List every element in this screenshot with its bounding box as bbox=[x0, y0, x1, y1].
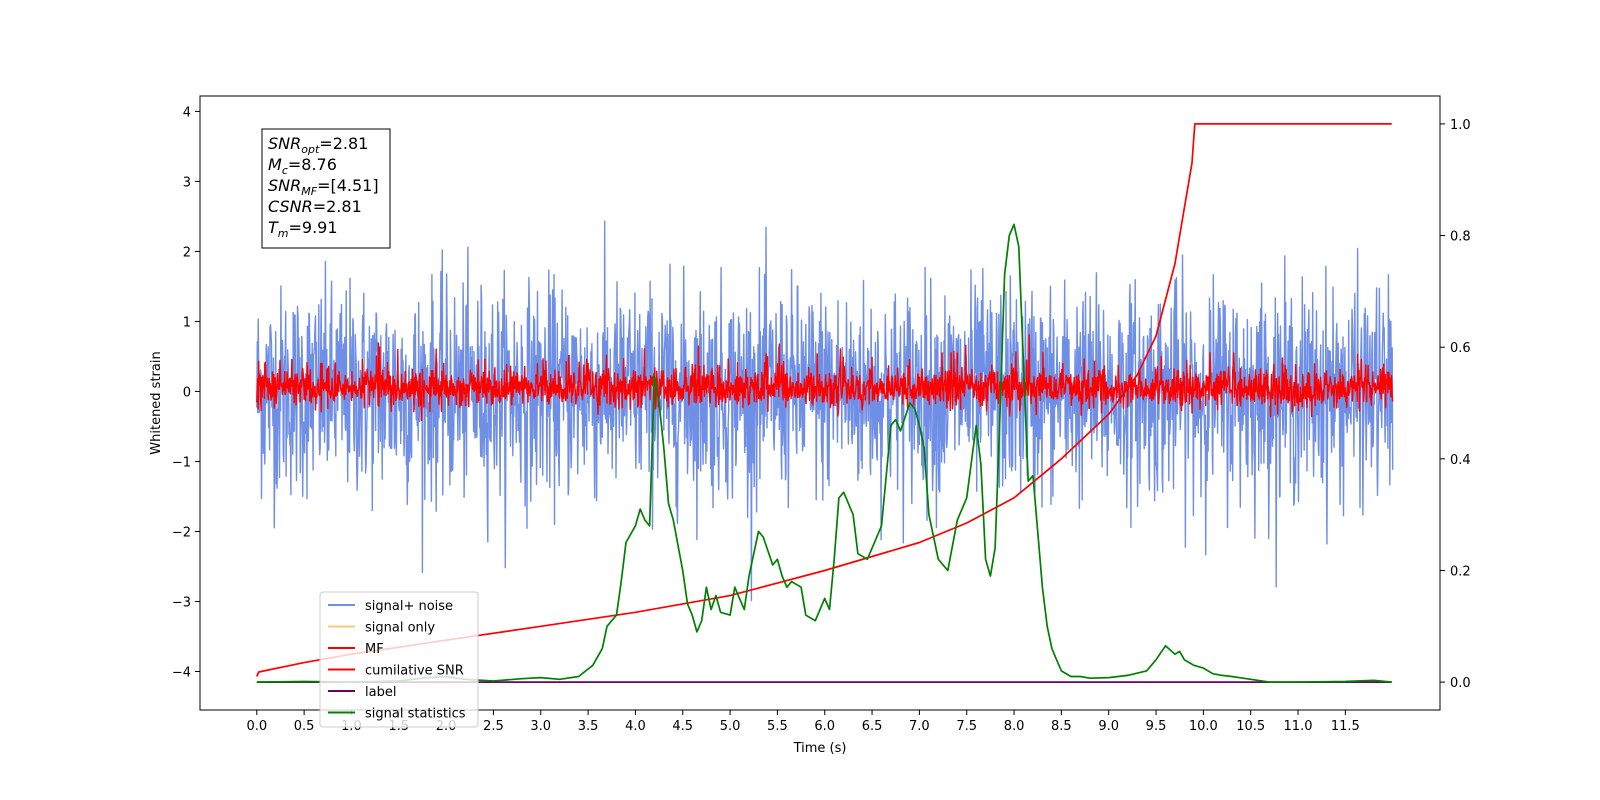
series-line-signal-statistics bbox=[256, 223, 1392, 683]
x-tick-label: 4.0 bbox=[625, 719, 646, 734]
x-tick-label: 10.5 bbox=[1236, 719, 1265, 734]
x-tick-label: 7.5 bbox=[956, 719, 977, 734]
y-tick-label: 0 bbox=[183, 385, 191, 400]
legend-label: signal only bbox=[365, 621, 435, 636]
x-tick-label: 8.5 bbox=[1051, 719, 1072, 734]
y2-tick-label: 0.2 bbox=[1450, 564, 1471, 579]
x-tick-label: 3.5 bbox=[578, 719, 599, 734]
y-tick-label: −1 bbox=[172, 455, 191, 470]
x-tick-label: 10.0 bbox=[1189, 719, 1218, 734]
y-axis-ticks: 4 3 2 1 0 −1 −2 −3 −4 bbox=[172, 105, 200, 680]
y-tick-label: 1 bbox=[183, 315, 191, 330]
series-line-signal-noise bbox=[256, 220, 1394, 602]
x-tick-label: 9.0 bbox=[1098, 719, 1119, 734]
x-tick-label: 6.0 bbox=[814, 719, 835, 734]
plot-frame bbox=[199, 95, 1441, 711]
y2-tick-label: 1.0 bbox=[1450, 118, 1471, 133]
x-tick-label: 9.5 bbox=[1146, 719, 1167, 734]
y-tick-label: 2 bbox=[183, 245, 191, 260]
legend-label: signal statistics bbox=[365, 707, 466, 722]
y2-tick-label: 0.4 bbox=[1450, 453, 1471, 468]
x-tick-label: 0.5 bbox=[294, 719, 315, 734]
annotation-line: SNRopt=2.81 bbox=[268, 134, 368, 156]
legend-label: signal+ noise bbox=[365, 599, 453, 614]
x-tick-label: 11.0 bbox=[1284, 719, 1313, 734]
x-tick-label: 5.5 bbox=[767, 719, 788, 734]
annotation-line: Mc=8.76 bbox=[268, 155, 337, 177]
y2-tick-label: 0.0 bbox=[1450, 676, 1471, 691]
annotation-frame bbox=[261, 128, 391, 249]
annotation-line: CSNR=2.81 bbox=[268, 197, 362, 216]
x-tick-label: 11.5 bbox=[1331, 719, 1360, 734]
y-axis-label: Whitened strain bbox=[149, 351, 164, 454]
x-tick-label: 3.0 bbox=[530, 719, 551, 734]
y2-tick-label: 0.6 bbox=[1450, 341, 1471, 356]
y-tick-label: 3 bbox=[183, 175, 191, 190]
legend-label: label bbox=[365, 685, 396, 700]
y-tick-label: −3 bbox=[172, 595, 191, 610]
x-tick-label: 6.5 bbox=[862, 719, 883, 734]
legend-label: MF bbox=[365, 642, 384, 657]
x-tick-label: 4.5 bbox=[672, 719, 693, 734]
x-axis-label: Time (s) bbox=[793, 741, 847, 756]
x-tick-label: 5.0 bbox=[720, 719, 741, 734]
y-tick-label: −4 bbox=[172, 665, 191, 680]
annotation-line: SNRMF=[4.51] bbox=[268, 176, 379, 198]
x-tick-label: 0.0 bbox=[246, 719, 267, 734]
y2-tick-label: 0.8 bbox=[1450, 230, 1471, 245]
y2-axis-ticks: 1.0 0.8 0.6 0.4 0.2 0.0 bbox=[1440, 118, 1471, 691]
x-tick-label: 8.0 bbox=[1004, 719, 1025, 734]
x-tick-label: 7.0 bbox=[909, 719, 930, 734]
annotation-line: Tm=9.91 bbox=[268, 218, 338, 240]
x-tick-label: 2.5 bbox=[483, 719, 504, 734]
series-line-mf bbox=[256, 334, 1394, 422]
legend-label: cumilative SNR bbox=[365, 664, 464, 679]
legend: signal+ noise signal only MF cumilative SNR… bbox=[319, 591, 479, 728]
y-tick-label: −2 bbox=[172, 525, 191, 540]
legend-frame bbox=[319, 591, 479, 728]
y-tick-label: 4 bbox=[183, 105, 191, 120]
